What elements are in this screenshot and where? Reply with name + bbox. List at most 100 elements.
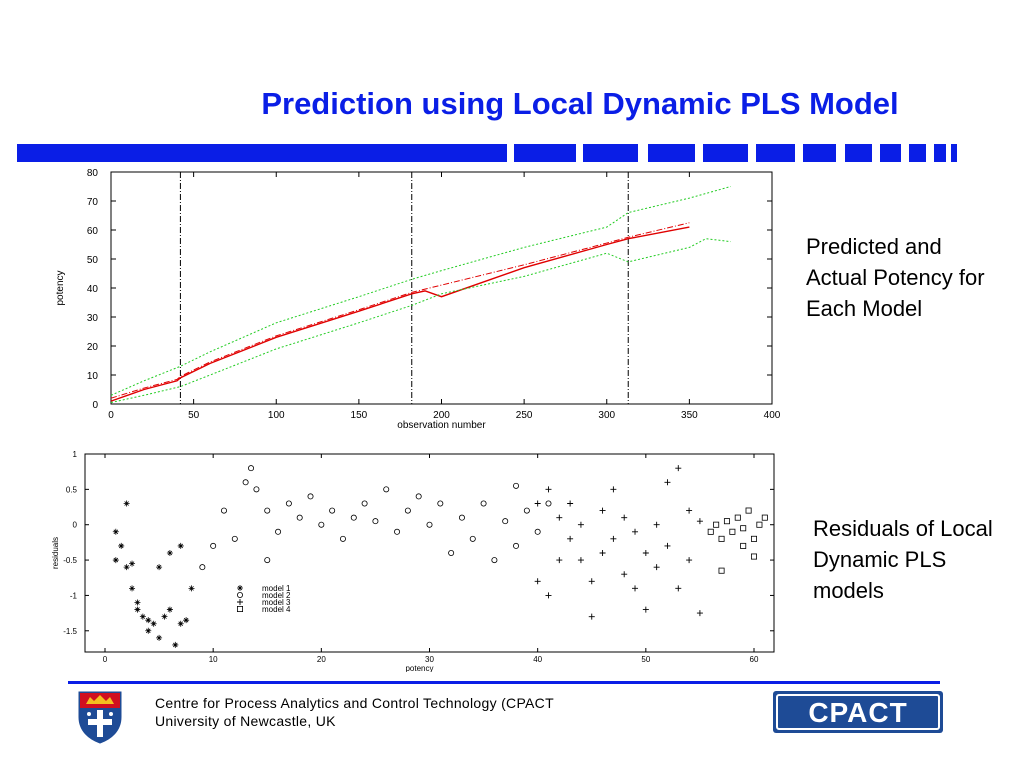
series-4-point — [723, 518, 730, 525]
series-1-point — [139, 613, 146, 620]
series-4-point — [751, 553, 758, 560]
series-2-point — [253, 486, 260, 493]
series-2-point — [426, 521, 433, 528]
y-tick-label: -1.5 — [63, 627, 77, 636]
series-3-point — [632, 528, 639, 535]
series-1-point — [177, 542, 184, 549]
series-predicted-line — [110, 222, 690, 399]
series-2-point — [231, 535, 238, 542]
x-tick-label: 50 — [188, 410, 200, 421]
series-1-point — [129, 585, 136, 592]
series-3-point — [632, 585, 639, 592]
note-residuals: Residuals of Local Dynamic PLS models — [813, 516, 993, 603]
series-2-point — [248, 465, 255, 472]
series-1-point — [118, 542, 125, 549]
series-2-point — [491, 557, 498, 564]
series-3-point — [621, 571, 628, 578]
y-tick-label: 20 — [87, 342, 99, 353]
y-axis-label: potency — [55, 270, 66, 305]
series-2-point — [545, 500, 552, 507]
series-3-point — [686, 507, 693, 514]
series-2-point — [534, 528, 541, 535]
series-3-point — [534, 500, 541, 507]
y-axis-label: residuals — [51, 537, 60, 569]
legend-marker-2 — [236, 591, 243, 598]
y-tick-label: 60 — [87, 226, 99, 237]
x-tick-label: 0 — [103, 655, 108, 664]
cpact-logo-text: CPACT — [808, 697, 907, 728]
series-2-point — [448, 550, 455, 557]
series-2-point — [404, 507, 411, 514]
series-2-point — [307, 493, 314, 500]
series-1-point — [188, 585, 195, 592]
x-tick-label: 350 — [681, 410, 698, 421]
potency-chart: 0 50 100 150 200 250 300 350 400 0 10 20 30 40 50 60 70 8… — [55, 168, 781, 431]
series-3-point — [664, 479, 671, 486]
series-2-point — [383, 486, 390, 493]
series-4-point — [740, 542, 747, 549]
series-1-point — [123, 500, 130, 507]
series-1-point — [150, 620, 157, 627]
series-4-point — [761, 514, 768, 521]
series-2-point — [513, 542, 520, 549]
series-3-point — [621, 514, 628, 521]
legend-marker-1 — [237, 585, 243, 591]
series-1-point — [156, 564, 163, 571]
x-tick-label: 150 — [351, 410, 368, 421]
series-2-point — [285, 500, 292, 507]
series-3-point — [599, 550, 606, 556]
x-tick-label: 20 — [317, 655, 326, 664]
series-3-point — [577, 521, 584, 528]
x-tick-label: 400 — [764, 410, 781, 421]
residuals-chart: 0 10 20 30 40 50 60 1 0.5 0 -0.5 -1 -1.5 potency resid… — [51, 450, 775, 672]
series-4-point — [707, 528, 714, 535]
series-2-point — [329, 507, 336, 514]
series-2-point — [458, 514, 465, 521]
series-1-point — [145, 617, 152, 624]
series-3-point — [545, 592, 552, 599]
series-3-point — [556, 514, 563, 521]
series-1-point — [166, 550, 173, 556]
series-4-point — [756, 521, 763, 528]
series-2-point — [350, 514, 357, 521]
series-2-point — [275, 528, 282, 535]
series-4-point — [734, 514, 741, 521]
series-3-point — [588, 613, 595, 620]
series-1-point — [156, 634, 163, 641]
series-3-point — [696, 518, 703, 525]
series-1-point — [134, 606, 141, 613]
series-1-point — [123, 564, 130, 571]
series-2-point — [296, 514, 303, 521]
series-actual-line — [110, 226, 690, 402]
legend-marker-4 — [236, 605, 243, 612]
series-2-point — [339, 535, 346, 542]
x-tick-label: 100 — [268, 410, 285, 421]
y-tick-label: 70 — [87, 197, 99, 208]
y-tick-label: -0.5 — [63, 556, 77, 565]
series-3-point — [567, 535, 574, 542]
x-tick-label: 50 — [641, 655, 650, 664]
plot-frame — [110, 171, 773, 405]
x-tick-label: 40 — [533, 655, 542, 664]
series-1-point — [112, 557, 119, 564]
series-1-point — [161, 613, 168, 620]
series-2-point — [210, 542, 217, 549]
series-4-point — [745, 507, 752, 514]
footer-line-1: Centre for Process Analytics and Control… — [155, 695, 554, 711]
x-axis-label: potency — [405, 664, 433, 672]
series-4-point — [718, 567, 725, 574]
y-tick-label: 30 — [87, 313, 99, 324]
legend-label: model 2 — [262, 591, 291, 600]
x-tick-label: 30 — [425, 655, 434, 664]
footer-line-2: University of Newcastle, UK — [155, 713, 336, 729]
series-2-point — [220, 507, 227, 514]
series-4-point — [729, 528, 736, 535]
series-1-point — [166, 606, 173, 613]
series-1-point — [134, 599, 141, 606]
y-tick-label: 0 — [73, 521, 78, 530]
series-2-point — [480, 500, 487, 507]
plot-frame — [84, 453, 775, 653]
series-4-point — [740, 525, 747, 532]
series-3-point — [686, 557, 693, 564]
x-tick-label: 0 — [108, 410, 114, 421]
